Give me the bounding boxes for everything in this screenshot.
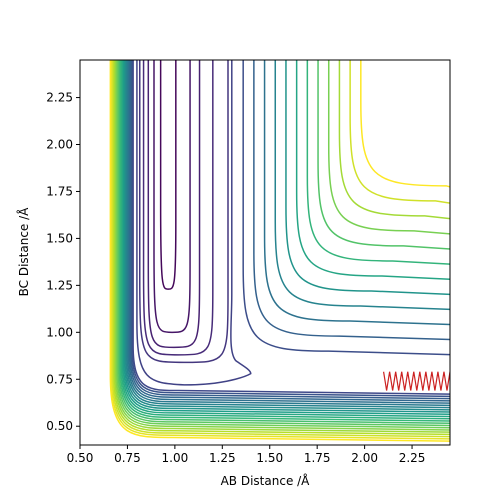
contour-line [130, 60, 450, 400]
y-tick-label: 1.00 [46, 325, 73, 339]
contour-line [110, 60, 450, 440]
contour-line [136, 60, 252, 386]
y-tick-label: 0.50 [46, 419, 73, 433]
y-tick-label: 1.50 [46, 231, 73, 245]
trajectory-path [382, 371, 450, 391]
contour-line [128, 60, 450, 404]
contour-line [125, 60, 450, 409]
x-tick-label: 1.00 [162, 451, 189, 465]
contour-line [132, 60, 450, 395]
contour-line [129, 60, 450, 402]
contour-line [295, 60, 450, 281]
x-tick-label: 0.75 [114, 451, 141, 465]
contour-line [116, 60, 450, 429]
contour-line [119, 60, 450, 422]
contour-line [349, 60, 450, 204]
contour-line [153, 60, 191, 334]
contour-line [147, 60, 201, 349]
x-axis-label: AB Distance /Å [221, 473, 311, 488]
contour-line [338, 60, 450, 220]
x-tick-label: 2.00 [351, 451, 378, 465]
contour-line [253, 60, 450, 341]
contour-line [111, 60, 450, 438]
x-tick-label: 2.25 [399, 451, 426, 465]
contour-line [120, 60, 450, 420]
x-tick-label: 1.75 [304, 451, 331, 465]
x-tick-label: 1.50 [256, 451, 283, 465]
contour-line [360, 60, 450, 188]
plot-frame [79, 59, 451, 446]
contour-line [139, 60, 229, 364]
contour-line [142, 60, 214, 356]
contour-line [159, 60, 177, 290]
contour-lines [109, 60, 450, 442]
contour-line [242, 60, 450, 356]
contour-line [122, 60, 450, 416]
y-tick-label: 1.25 [46, 278, 73, 292]
contour-line [306, 60, 450, 265]
contour-line [113, 60, 450, 433]
contour-line [131, 60, 450, 398]
contour-line [327, 60, 450, 235]
contour-line [118, 60, 450, 424]
y-tick-label: 0.75 [46, 372, 73, 386]
y-tick-label: 2.00 [46, 138, 73, 152]
trajectory-line [382, 371, 450, 391]
contour-line [115, 60, 450, 431]
contour-line [274, 60, 450, 311]
contour-line [263, 60, 450, 326]
contour-line [109, 60, 450, 442]
x-tick-label: 0.50 [67, 451, 94, 465]
contour-line [123, 60, 450, 413]
contour-line [285, 60, 450, 296]
contour-line [124, 60, 450, 411]
contour-line [317, 60, 450, 250]
x-axis-ticks: 0.50 0.75 1.00 1.25 1.50 1.75 2.00 2.25 [67, 445, 426, 465]
contour-line [117, 60, 450, 427]
y-tick-label: 1.75 [46, 184, 73, 198]
y-tick-label: 2.25 [46, 91, 73, 105]
y-axis-ticks: 0.50 0.75 1.00 1.25 1.50 1.75 2.00 2.25 [46, 91, 80, 433]
contour-line [112, 60, 450, 436]
y-axis-label: BC Distance /Å [16, 207, 31, 297]
contour-line [126, 60, 450, 407]
contour-line [121, 60, 450, 418]
x-tick-label: 1.25 [209, 451, 236, 465]
